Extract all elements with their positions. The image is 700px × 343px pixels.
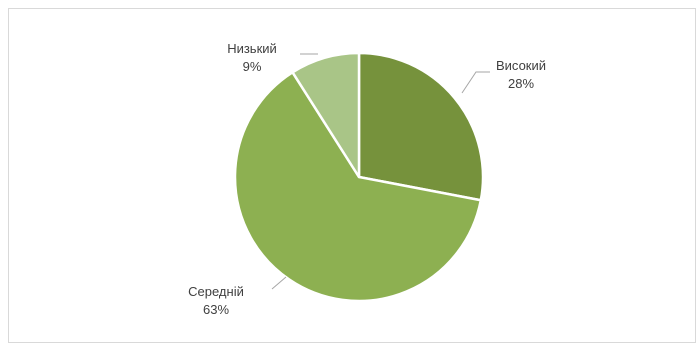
leader-lines [271,53,490,290]
slice-label-value-2: 9% [243,59,262,74]
leader-line-0 [461,71,490,94]
slice-label-name-1: Середній [188,284,244,299]
slice-label-name-2: Низький [227,41,277,56]
pie-slice-2 [291,51,361,179]
slice-label-value-1: 63% [203,302,229,317]
pie-slice-0 [357,51,485,202]
pie-slice-1 [233,71,483,303]
slice-label-name-0: Високий [496,58,546,73]
slice-labels: Високий 28% Середній 63% Низький 9% [188,41,546,317]
leader-line-1 [271,276,287,290]
slice-label-value-0: 28% [508,76,534,91]
pie-slices [233,51,485,303]
